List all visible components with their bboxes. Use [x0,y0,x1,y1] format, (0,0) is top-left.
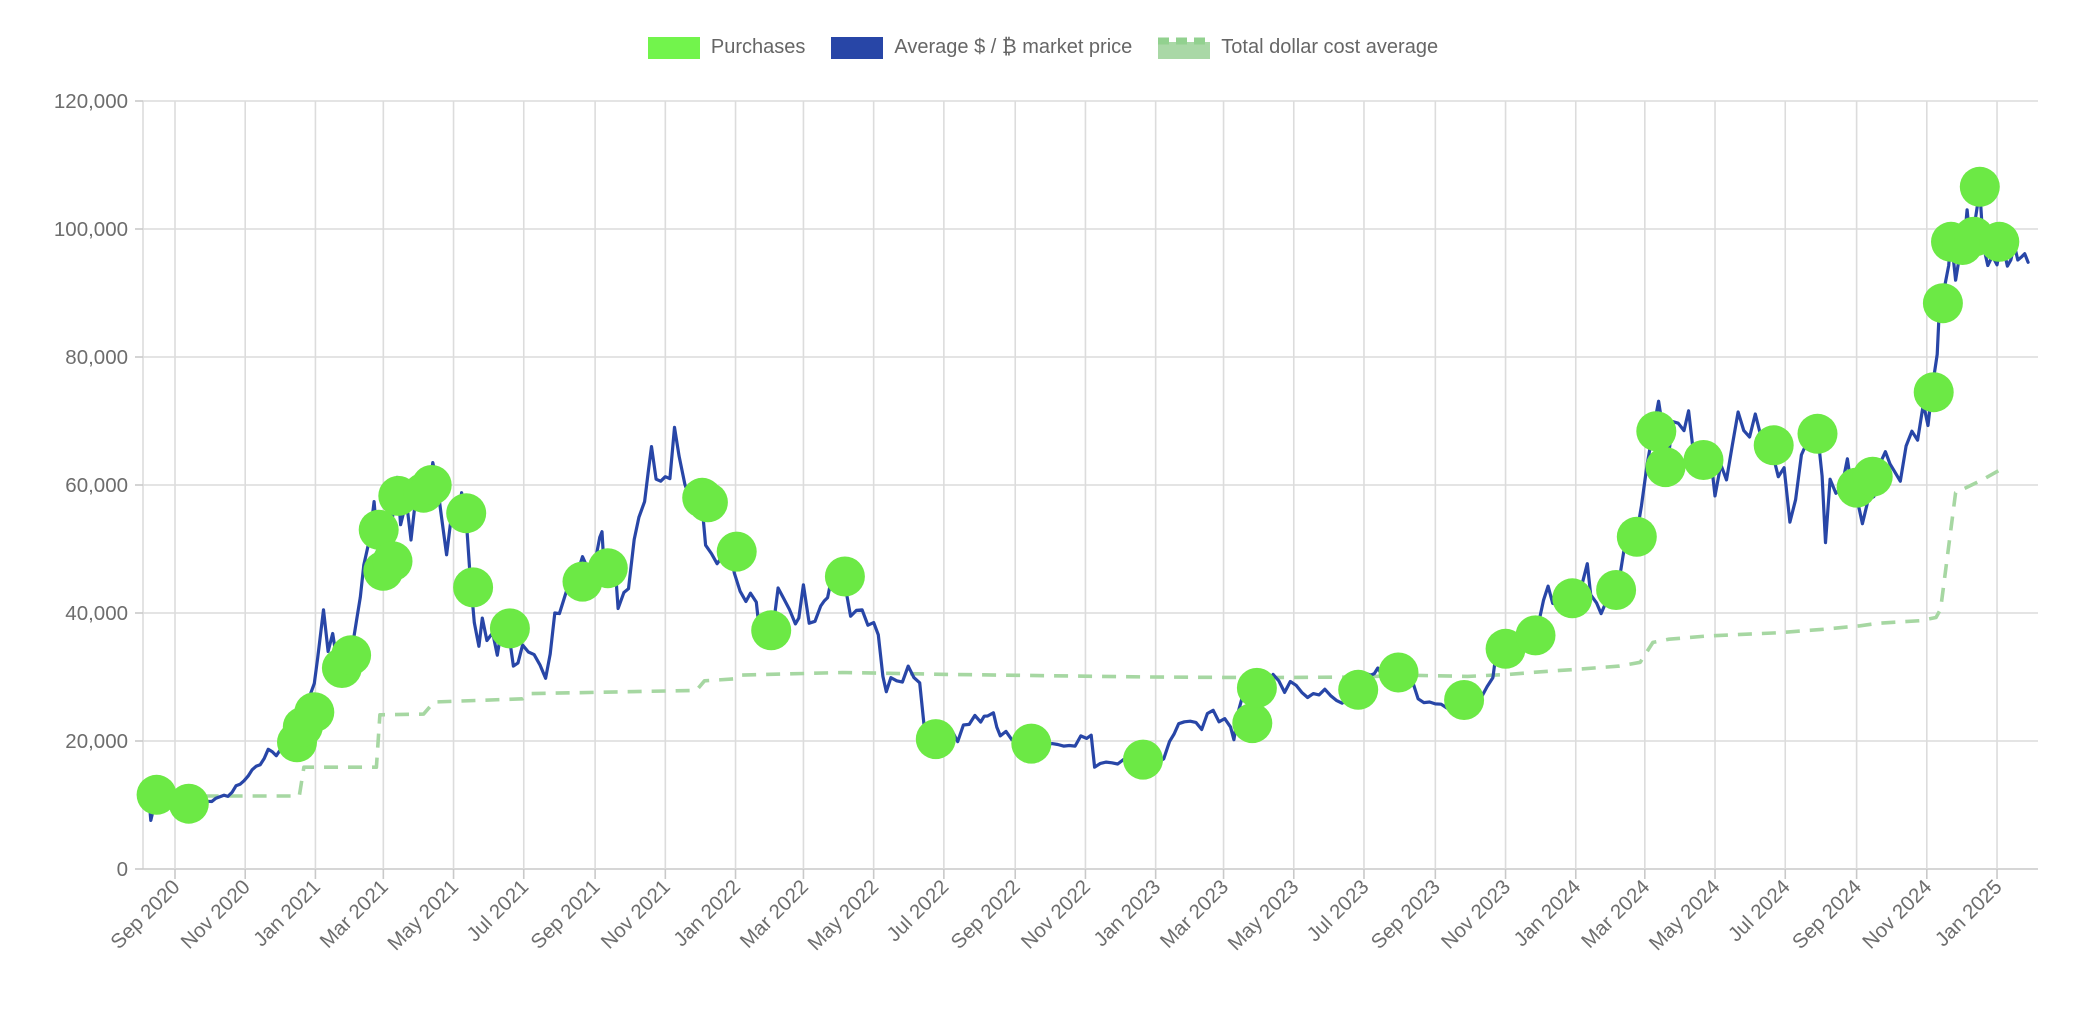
purchase-dot[interactable] [1444,680,1485,720]
x-axis-label: Jan 2021 [249,875,325,951]
purchase-dot[interactable] [411,465,452,505]
purchase-dot[interactable] [687,482,728,523]
purchase-dot[interactable] [453,567,494,608]
purchase-dot[interactable] [1959,166,2000,207]
x-axis-label: Jan 2023 [1089,875,1165,951]
chart-legend: Purchases Average $ / ₿ market price Tot… [0,36,2086,59]
x-axis-label: Jan 2022 [669,875,745,951]
purchase-dot[interactable] [824,556,865,597]
purchase-dot[interactable] [1753,425,1794,466]
purchase-dot[interactable] [1485,628,1526,669]
purchase-dot[interactable] [358,509,399,550]
y-axis-label: 0 [117,858,128,881]
purchase-dot[interactable] [1011,723,1052,764]
purchase-dot[interactable] [716,531,757,572]
x-axis-label: Nov 2022 [1017,875,1095,953]
purchase-dot[interactable] [1616,516,1657,557]
x-axis-label: Sep 2022 [946,875,1024,953]
x-axis-label: Mar 2021 [315,875,393,953]
x-axis-label: Nov 2021 [597,875,675,953]
dca-swatch-icon [1158,37,1211,59]
x-axis-label: May 2022 [803,875,883,955]
purchase-dot[interactable] [372,541,413,582]
x-axis-label: Mar 2022 [735,875,813,953]
legend-label-dca: Total dollar cost average [1221,36,1439,58]
y-axis-label: 60,000 [65,474,128,497]
purchase-dot[interactable] [1922,283,1963,324]
purchase-dot[interactable] [587,548,628,589]
x-axis-label: Sep 2024 [1788,875,1866,953]
x-axis-label: Nov 2023 [1437,875,1515,953]
purchase-dot[interactable] [1338,669,1379,710]
legend-label-market-price: Average $ / ₿ market price [894,36,1133,58]
purchase-dot[interactable] [915,719,956,760]
legend-item-dca[interactable]: Total dollar cost average [1158,36,1438,59]
purchase-dot[interactable] [1852,456,1893,497]
x-axis-label: Jan 2024 [1509,875,1585,951]
y-axis-label: 80,000 [65,346,128,369]
purchase-dot[interactable] [294,692,335,733]
x-axis-label: Jan 2025 [1931,875,2007,951]
legend-label-purchases: Purchases [710,36,806,58]
purchase-dot[interactable] [1913,372,1954,413]
purchase-dot[interactable] [1636,411,1677,452]
legend-item-market-price[interactable]: Average $ / ₿ market price [831,36,1132,59]
y-axis-label: 40,000 [65,602,128,625]
purchases-swatch-rect [647,36,700,59]
purchase-dot[interactable] [1797,413,1838,454]
y-axis-label: 120,000 [54,90,128,113]
purchase-dot[interactable] [1645,447,1686,488]
purchase-dot[interactable] [331,635,372,676]
x-axis-label: Sep 2023 [1367,875,1445,953]
purchase-dot[interactable] [136,774,177,815]
purchase-dot[interactable] [1552,578,1593,619]
x-axis-label: Jul 2021 [462,875,533,946]
y-axis-label: 20,000 [65,730,128,753]
y-axis-label: 100,000 [54,218,128,241]
purchase-dot[interactable] [1123,739,1163,780]
x-axis-label: Mar 2023 [1156,875,1234,953]
purchase-dot[interactable] [751,610,792,651]
x-axis-label: May 2021 [383,875,463,955]
purchase-dot[interactable] [1979,221,2020,262]
x-axis-label: Sep 2020 [106,875,184,953]
x-axis-label: Jul 2022 [882,875,953,946]
x-axis-label: Nov 2024 [1858,875,1936,953]
legend-item-purchases[interactable]: Purchases [647,36,806,59]
purchase-dot[interactable] [1515,615,1556,656]
purchase-dot[interactable] [1232,703,1273,744]
purchase-dot[interactable] [446,493,487,534]
x-axis-label: May 2024 [1645,875,1725,955]
purchase-dot[interactable] [1236,667,1277,708]
dca-swatch-rect [1158,41,1211,59]
purchase-dot[interactable] [1596,570,1637,610]
market-price-swatch-rect [831,36,884,59]
purchase-dot[interactable] [1378,652,1419,693]
x-axis-label: Sep 2021 [526,875,604,953]
purchase-dot[interactable] [168,783,209,824]
dca-average-line [156,466,2005,798]
x-axis-label: Nov 2020 [176,875,254,953]
purchase-dot[interactable] [489,608,530,649]
x-axis-label: May 2023 [1223,875,1303,955]
x-axis-label: Jul 2023 [1302,875,1373,946]
x-axis-label: Mar 2024 [1577,875,1655,953]
market-price-swatch-icon [831,36,884,59]
purchase-dot[interactable] [1683,440,1724,480]
x-axis-label: Jul 2024 [1724,875,1795,946]
purchases-swatch-icon [647,36,700,59]
